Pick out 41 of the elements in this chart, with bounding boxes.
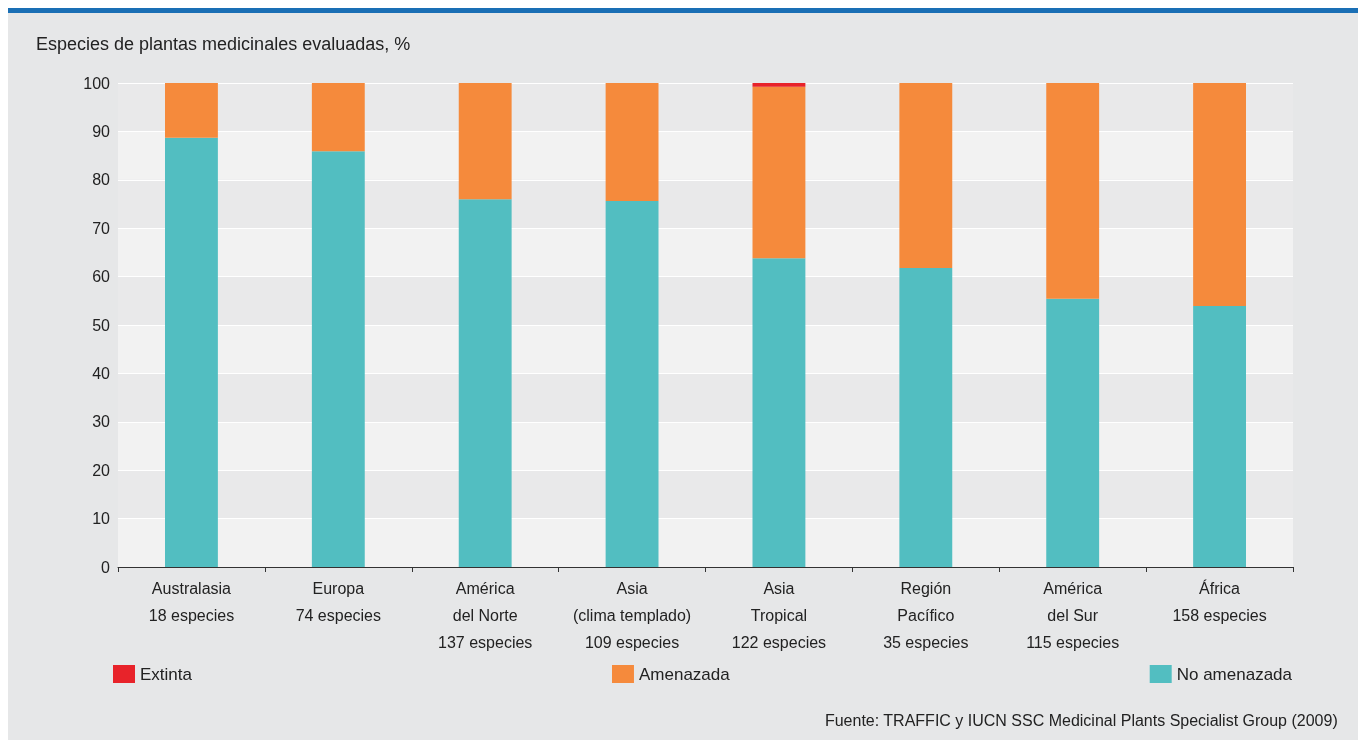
bar xyxy=(311,151,365,567)
bar xyxy=(605,201,659,567)
bar xyxy=(752,86,806,259)
bar xyxy=(752,258,806,567)
bar xyxy=(899,83,953,268)
y-tick-label: 70 xyxy=(92,219,111,237)
y-tick-label: 40 xyxy=(92,364,111,382)
y-tick-label: 90 xyxy=(92,122,111,140)
bar xyxy=(1193,83,1246,307)
bar xyxy=(899,267,953,567)
bar xyxy=(1193,306,1246,567)
x-tick-label: África 158 especies xyxy=(1172,579,1267,624)
x-tick-label: América del Norte 137 especies xyxy=(438,580,533,651)
bar xyxy=(1046,83,1100,299)
y-tick-label: 50 xyxy=(92,316,111,334)
bar xyxy=(458,83,512,200)
source-note: Fuente: TRAFFIC y IUCN SSC Medicinal Plants Specialist Group (2009) xyxy=(824,711,1338,729)
x-tick-label: Europa 74 especies xyxy=(295,580,382,624)
x-tick-label: Australasia 18 especies xyxy=(148,580,235,624)
y-tick-label: 30 xyxy=(92,413,111,431)
y-axis-title: Especies de plantas medicinales evaluadas, % xyxy=(36,34,411,54)
bar xyxy=(605,83,659,202)
x-tick-label: Asia (clima templado) 109 especies xyxy=(572,580,692,651)
legend-label: No amenazada xyxy=(1176,664,1293,684)
bar xyxy=(311,83,365,152)
y-tick-label: 0 xyxy=(101,558,111,576)
y-tick-label: 60 xyxy=(92,268,111,286)
bar xyxy=(165,137,218,567)
bar xyxy=(752,83,806,87)
bar xyxy=(458,199,512,567)
y-tick-label: 100 xyxy=(83,74,111,92)
legend-label: Extinta xyxy=(140,664,193,684)
legend-label: Amenazada xyxy=(638,664,731,684)
y-tick-label: 80 xyxy=(92,171,111,189)
y-tick-label: 20 xyxy=(92,461,111,479)
y-tick-label: 10 xyxy=(92,510,111,528)
x-tick-label: Asia Tropical 122 especies xyxy=(731,580,827,651)
bar xyxy=(1046,298,1100,567)
x-tick-label: América del Sur 115 especies xyxy=(1026,580,1120,651)
x-tick-label: Región Pacífico 35 especies xyxy=(883,580,969,651)
bar xyxy=(165,83,218,138)
